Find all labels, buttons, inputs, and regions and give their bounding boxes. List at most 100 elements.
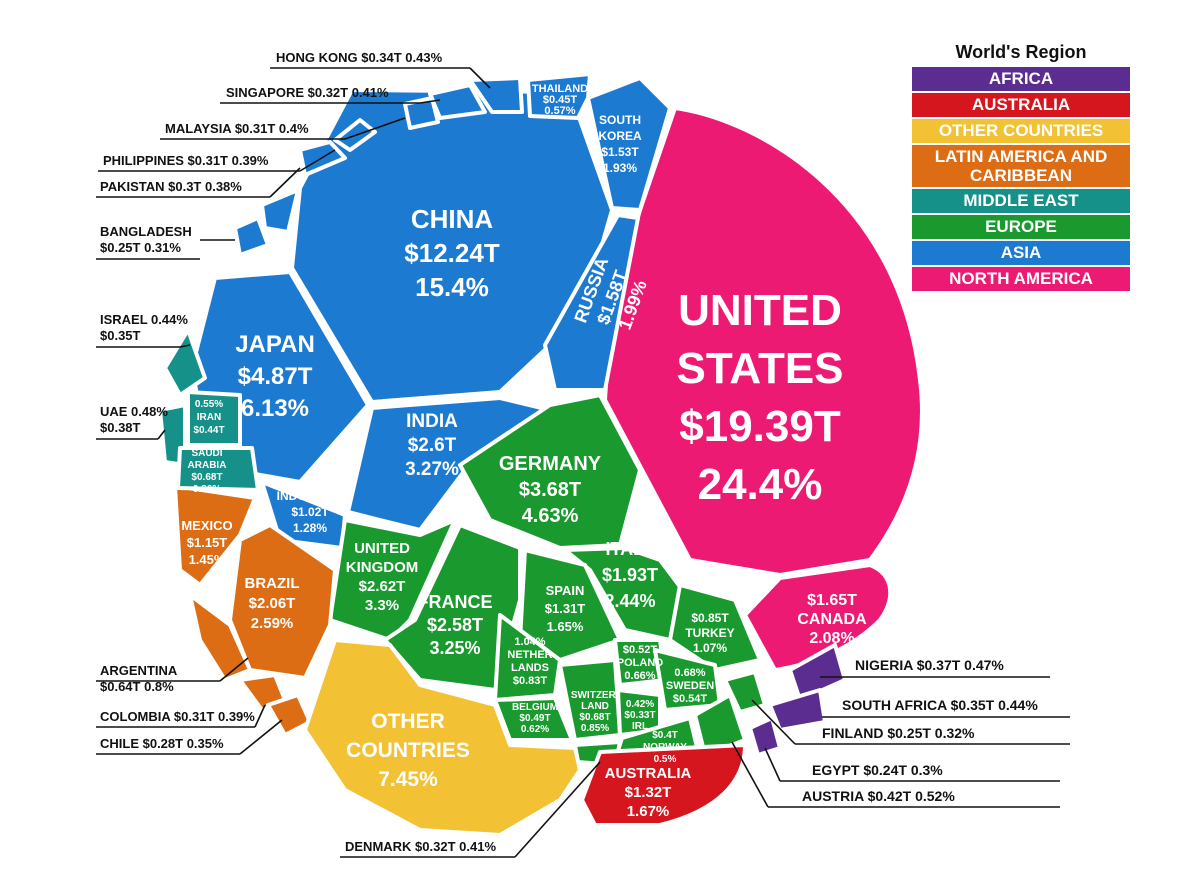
label-thailand-line: THAILAND [532, 83, 588, 95]
callout-hong-kong-line: HONG KONG $0.34T 0.43% [276, 50, 443, 65]
cell-iran [186, 390, 242, 447]
label-italy: ITALY $1.93T 2.44% [602, 539, 658, 611]
label-canada-line: 2.08% [809, 630, 854, 647]
label-australia: AUSTRALIA $1.32T 1.67% [605, 765, 692, 820]
callout-pakistan-label: PAKISTAN $0.3T 0.38% [100, 179, 242, 194]
callout-colombia-line: COLOMBIA $0.31T 0.39% [100, 709, 255, 724]
label-canada-line: $1.65T [807, 592, 857, 609]
label-italy-line: 2.44% [604, 591, 655, 611]
label-uk-line: 3.3% [365, 597, 399, 614]
callout-malaysia-line: MALAYSIA $0.31T 0.4% [165, 121, 309, 136]
label-japan-line: 6.13% [241, 395, 309, 422]
label-saudi-line: 0.86% [193, 484, 221, 495]
callout-argentina-leader-line [219, 657, 249, 682]
label-belgium-line: 0.62% [521, 724, 549, 735]
label-other-line: 7.45% [378, 768, 438, 791]
legend-item-europe: EUROPE [912, 215, 1130, 239]
cell-bd [233, 216, 270, 257]
callout-philippines-line: PHILIPPINES $0.31T 0.39% [103, 153, 269, 168]
label-mexico-line: $1.15T [187, 535, 228, 550]
label-other-line: OTHER [371, 710, 445, 733]
callout-singapore-line: SINGAPORE $0.32T 0.41% [226, 85, 389, 100]
callout-colombia-label: COLOMBIA $0.31T 0.39% [100, 709, 255, 724]
callout-singapore-leader-line [419, 99, 441, 104]
cell-canada [743, 563, 893, 672]
callout-egypt-leader-line [764, 747, 781, 782]
label-uk-line: $2.62T [359, 578, 406, 595]
label-brazil-line: BRAZIL [245, 575, 300, 592]
cell-china [290, 88, 614, 404]
cell-turkey [668, 583, 762, 672]
label-spain: SPAIN $1.31T 1.65% [545, 583, 586, 634]
callout-philippines-leader-line [299, 149, 336, 172]
callout-israel-line: ISRAEL 0.44% [100, 312, 188, 327]
cell-egypt [748, 716, 782, 757]
label-saudi-line: SAUDI [191, 448, 222, 459]
label-poland-line: POLAND [617, 657, 664, 669]
legend-item-africa: AFRICA [912, 67, 1130, 91]
label-china-line: 15.4% [415, 272, 489, 302]
label-switzerland-line: SWITZER- [571, 690, 619, 701]
label-france-line: FRANCE [418, 592, 493, 612]
label-mexico-line: MEXICO [181, 518, 232, 533]
label-belgium: BELGIUM $0.49T 0.62% [512, 702, 558, 735]
label-france-line: 3.25% [429, 638, 480, 658]
callout-egypt-line: EGYPT $0.24T 0.3% [812, 762, 943, 778]
callout-finland-label: FINLAND $0.25T 0.32% [822, 725, 975, 741]
label-us-line: UNITED [678, 286, 842, 335]
callout-israel-label: ISRAEL 0.44% $0.35T [100, 312, 188, 343]
callout-malaysia-leader-line [344, 117, 406, 140]
label-iran: 0.55% IRAN $0.44T [193, 399, 224, 436]
callout-malaysia-label: MALAYSIA $0.31T 0.4% [165, 121, 309, 136]
label-indonesia-line: $1.02T [291, 505, 329, 519]
label-mexico: MEXICO $1.15T 1.45% [181, 518, 232, 567]
label-japan-line: JAPAN [235, 331, 315, 358]
legend-item-australia: AUSTRALIA [912, 93, 1130, 117]
label-south-korea-line: 1.93% [603, 161, 637, 175]
label-iran-line: 0.55% [195, 399, 223, 410]
callout-austria-leader-line [731, 741, 769, 808]
callout-nigeria-line: NIGERIA $0.37T 0.47% [855, 657, 1004, 673]
label-italy-line: $1.93T [602, 565, 658, 585]
callout-austria-line: AUSTRIA $0.42T 0.52% [802, 788, 955, 804]
label-saudi-line: $0.68T [191, 472, 222, 483]
label-netherlands-line: $0.83T [513, 675, 548, 687]
label-belgium-line: BELGIUM [512, 702, 558, 713]
label-brazil-line: 2.59% [251, 615, 294, 632]
label-iran-line: IRAN [197, 412, 221, 423]
label-thailand-line: 0.57% [544, 105, 575, 117]
label-australia-line: $1.32T [625, 784, 672, 801]
cell-nigeria [788, 643, 847, 702]
label-turkey-line: $0.85T [691, 611, 729, 625]
label-netherlands-line: 1.04% [514, 636, 545, 648]
label-norway-line: NORWAY [643, 742, 687, 753]
label-india: INDIA $2.6T 3.27% [405, 411, 459, 480]
legend-item-latin-america-and-caribbean: LATIN AMERICA AND CARIBBEAN [912, 145, 1130, 187]
cell-mexico [173, 484, 257, 587]
callout-nigeria-label: NIGERIA $0.37T 0.47% [855, 657, 1004, 673]
callout-argentina-line: ARGENTINA [100, 663, 178, 678]
label-turkey-line: 1.07% [693, 641, 727, 655]
callout-denmark-line: DENMARK $0.32T 0.41% [345, 839, 496, 854]
callout-bangladesh-line: BANGLADESH [100, 224, 192, 239]
cell-south-korea [586, 76, 672, 212]
label-belgium-line: $0.49T [519, 713, 550, 724]
label-indonesia-line: INDONESIA [277, 489, 344, 503]
region-legend: World's Region AFRICA AUSTRALIA OTHER COUN… [912, 42, 1130, 293]
callout-chile-line: CHILE $0.28T 0.35% [100, 736, 224, 751]
label-poland-line: $0.52T [623, 644, 658, 656]
label-ireland-line: $0.33T [624, 710, 655, 721]
label-switzerland-line: $0.68T [579, 712, 610, 723]
callout-egypt-label: EGYPT $0.24T 0.3% [812, 762, 943, 778]
callout-uae-label: UAE 0.48% $0.38T [100, 404, 168, 435]
label-south-korea-line: KOREA [598, 129, 642, 143]
label-switzerland-line: LAND [581, 701, 609, 712]
label-netherlands-line: LANDS [511, 662, 549, 674]
callout-hong-kong-leader-line [469, 67, 491, 89]
label-sweden-line: $0.54T [673, 693, 708, 705]
label-ireland-line: IRL [632, 721, 648, 732]
cell-argentina [188, 593, 252, 682]
label-thailand: THAILAND $0.45T 0.57% [532, 83, 588, 117]
callout-pakistan-leader-line [269, 167, 301, 198]
